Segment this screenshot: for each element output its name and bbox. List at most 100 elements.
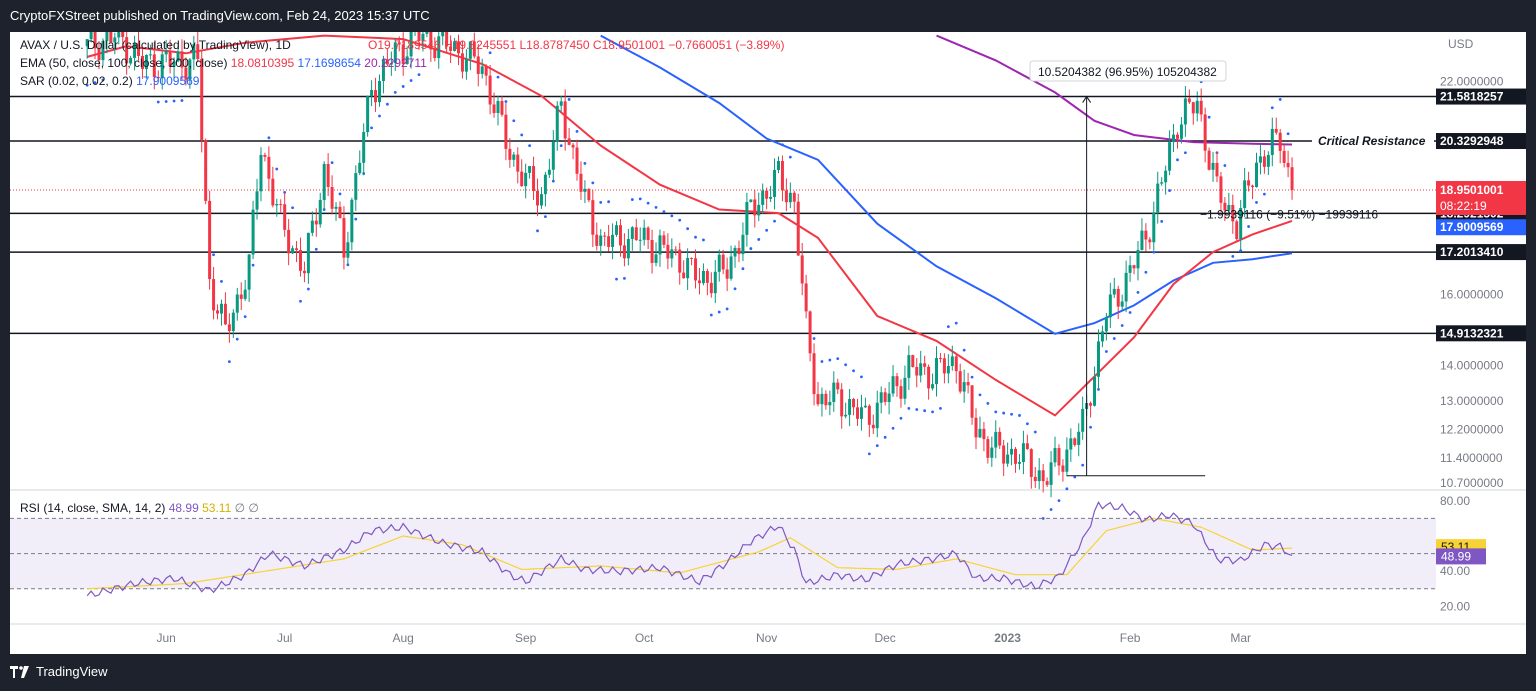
- sar-dot-110: [520, 133, 524, 137]
- sar-dot-230: [994, 410, 998, 414]
- measure-down-label: −1.9939116 (−9.51%) −19939116: [1200, 207, 1378, 221]
- sr-tag-label-0: 21.5818257: [1440, 90, 1504, 104]
- candle-body-143: [650, 240, 654, 263]
- candle-body-283: [1203, 114, 1207, 151]
- price-tick-4: 12.2000000: [1440, 423, 1504, 437]
- candle-body-110: [520, 171, 524, 187]
- candle-body-279: [1187, 98, 1191, 103]
- sar-dot-104: [496, 75, 500, 79]
- sar-dot-226: [978, 393, 982, 397]
- sar-dot-270: [1152, 250, 1156, 254]
- candle-body-154: [694, 258, 698, 281]
- candle-body-278: [1183, 98, 1187, 125]
- legend-ema: EMA (50, close, 100, close, 200, close) …: [20, 56, 427, 70]
- sar-dot-150: [678, 218, 682, 222]
- candle-body-297: [1258, 156, 1262, 163]
- sar-dot-18: [156, 100, 160, 104]
- sar-dot-254: [1089, 425, 1092, 429]
- sar-dot-216: [939, 406, 942, 410]
- candle-body-301: [1274, 128, 1278, 133]
- chart-canvas[interactable]: Critical Resistance 10.5204382 (96.95%) …: [10, 32, 1526, 654]
- candle-body-9: [121, 32, 125, 38]
- sr-tag-label-1: 20.3292948: [1440, 134, 1504, 148]
- candle-body-285: [1211, 162, 1215, 170]
- candle-body-270: [1152, 212, 1156, 243]
- candle-body-82: [409, 32, 413, 57]
- candle-body-48: [275, 204, 279, 206]
- candle-body-13: [137, 43, 141, 56]
- sar-dot-138: [630, 198, 634, 201]
- candle-body-8: [117, 32, 121, 38]
- time-tick-2: Aug: [393, 631, 414, 645]
- sar-dot-42: [251, 263, 255, 267]
- candle-body-185: [816, 394, 820, 405]
- sar-dot-186: [820, 360, 824, 363]
- candle-body-212: [923, 363, 927, 367]
- candle-body-92: [449, 46, 453, 51]
- candle-body-180: [796, 201, 800, 256]
- candle-body-293: [1243, 180, 1247, 209]
- sar-dot-196: [860, 375, 863, 379]
- chart-panel[interactable]: Critical Resistance 10.5204382 (96.95%) …: [10, 32, 1526, 654]
- sar-dot-40: [243, 315, 247, 319]
- footer-bar: TradingView: [0, 654, 1536, 691]
- candle-body-90: [441, 32, 445, 37]
- candle-body-152: [686, 257, 690, 279]
- sar-dot-68: [354, 217, 358, 221]
- candle-body-280: [1191, 102, 1195, 114]
- candle-body-41: [247, 254, 251, 290]
- candle-body-71: [366, 96, 370, 133]
- candle-body-219: [950, 356, 954, 367]
- candle-body-5: [105, 32, 109, 42]
- candle-body-118: [551, 141, 555, 170]
- sar-dot-206: [899, 416, 903, 420]
- candle-body-302: [1278, 132, 1282, 151]
- candle-body-116: [543, 174, 547, 195]
- candle-body-242: [1041, 470, 1045, 482]
- candle-body-134: [615, 225, 619, 235]
- candle-body-194: [852, 398, 856, 408]
- sar-dot-36: [227, 360, 231, 363]
- candle-body-261: [1116, 288, 1120, 307]
- candle-body-63: [334, 206, 338, 209]
- sar-dot-74: [378, 114, 381, 118]
- candle-body-240: [1033, 476, 1037, 482]
- candle-body-222: [962, 382, 966, 392]
- sar-dot-262: [1120, 324, 1124, 327]
- candle-body-229: [990, 447, 994, 458]
- candle-body-139: [634, 227, 638, 241]
- sar-dot-124: [575, 130, 579, 133]
- candle-body-239: [1029, 449, 1033, 477]
- candle-body-36: [227, 324, 231, 332]
- time-tick-4: Oct: [635, 631, 654, 645]
- sar-dot-232: [1002, 411, 1006, 415]
- candle-body-44: [259, 154, 263, 192]
- sar-dot-78: [393, 90, 397, 94]
- sar-dot-62: [330, 161, 334, 165]
- candle-body-177: [784, 190, 788, 203]
- candle-body-1: [89, 32, 93, 40]
- candle-body-289: [1227, 204, 1231, 211]
- tradingview-logo[interactable]: TradingView: [10, 664, 108, 679]
- candle-body-24: [180, 51, 184, 68]
- candle-body-18: [156, 76, 160, 79]
- measure-up-box: [1029, 60, 1227, 82]
- sar-dot-174: [773, 219, 776, 223]
- sar-dot-210: [915, 408, 919, 411]
- current-price-tag: [1436, 180, 1526, 215]
- sar-dot-130: [599, 201, 603, 204]
- candle-body-214: [931, 384, 935, 389]
- candle-body-53: [295, 248, 299, 250]
- candle-body-296: [1254, 162, 1258, 188]
- sar-dot-202: [883, 435, 887, 439]
- candle-body-172: [765, 190, 769, 199]
- candle-body-28: [196, 44, 200, 60]
- sar-dot-146: [662, 210, 666, 214]
- candle-body-112: [528, 166, 532, 173]
- candle-body-169: [753, 199, 757, 216]
- candle-body-81: [405, 56, 409, 65]
- candle-body-247: [1061, 465, 1065, 472]
- candle-body-232: [1002, 445, 1006, 464]
- candle-body-282: [1199, 100, 1203, 115]
- candle-body-171: [761, 190, 765, 205]
